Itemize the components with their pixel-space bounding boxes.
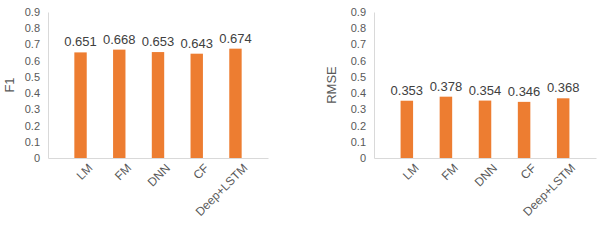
y-tick-label: 0.7 (351, 38, 366, 50)
data-label: 0.353 (391, 83, 424, 98)
bar (440, 97, 453, 158)
x-tick-label: LM (74, 161, 96, 183)
data-label: 0.368 (547, 80, 580, 95)
x-tick-label: FM (112, 161, 134, 183)
y-tick: 0.1 (25, 136, 48, 148)
y-axis: 0 0.1 0.2 0.3 0.4 0.5 0.6 0.7 0.8 0.9 (351, 6, 375, 164)
y-tick: 0 (34, 152, 48, 164)
data-label: 0.346 (508, 84, 541, 99)
y-tick: 0.1 (351, 136, 374, 148)
y-tick: 0 (360, 152, 374, 164)
data-label: 0.643 (180, 36, 213, 51)
data-label: 0.674 (219, 31, 252, 46)
y-tick-label: 0.3 (25, 103, 40, 115)
y-tick: 0.8 (351, 22, 374, 34)
y-tick: 0.7 (351, 38, 374, 50)
y-tick: 0.3 (351, 103, 374, 115)
y-axis: 0 0.1 0.2 0.3 0.4 0.5 0.6 0.7 0.8 0.9 (25, 6, 49, 164)
x-tick: DNN (145, 158, 173, 189)
chart-panel: 0 0.1 0.2 0.3 0.4 0.5 0.6 0.7 0.8 0.9 LM FM DNN CFDee… (351, 6, 597, 219)
x-tick: Deep+LSTM (520, 158, 578, 219)
y-tick: 0.2 (25, 120, 48, 132)
y-tick-label: 0.2 (25, 120, 40, 132)
bar (229, 49, 241, 158)
chart-panel: 0 0.1 0.2 0.3 0.4 0.5 0.6 0.7 0.8 0.9 LM FM DNN CFDee… (25, 6, 269, 219)
bar (152, 52, 164, 158)
y-tick-label: 0.8 (351, 22, 366, 34)
x-tick-label: DNN (472, 161, 500, 189)
x-tick: FM (439, 158, 461, 183)
x-tick-label: LM (400, 161, 422, 183)
x-tick-label: CF (518, 161, 539, 182)
data-label: 0.668 (103, 32, 136, 47)
x-axis: LM FM DNN CFDeep+LSTM (49, 158, 269, 219)
y-tick: 0.6 (351, 55, 374, 67)
bar (479, 101, 492, 158)
data-labels: 0.353 0.378 0.354 0.346 0.368 (391, 79, 580, 99)
figure: 00.10.20.30.40.50.60.70.80.9LMFMDNNCFDee… (0, 0, 600, 232)
x-tick: LM (74, 158, 96, 183)
y-axis-title: RMSE (324, 66, 339, 104)
x-tick: FM (112, 158, 134, 183)
y-tick-label: 0.4 (351, 87, 366, 99)
bar (518, 102, 531, 158)
bars (74, 49, 241, 158)
x-tick: Deep+LSTM (193, 158, 251, 219)
y-tick-label: 0.5 (351, 71, 366, 83)
y-tick: 0.7 (25, 38, 48, 50)
y-tick: 0.4 (25, 87, 48, 99)
y-axis-line (48, 13, 49, 159)
data-labels: 0.651 0.668 0.653 0.643 0.674 (64, 31, 251, 51)
x-tick-label: CF (190, 161, 211, 182)
y-tick: 0.4 (351, 87, 374, 99)
y-tick-label: 0.5 (25, 71, 40, 83)
y-tick: 0.2 (351, 120, 374, 132)
bars (401, 97, 570, 158)
y-tick-label: 0.2 (351, 120, 366, 132)
y-tick-label: 0 (360, 152, 366, 164)
bar (401, 101, 414, 158)
bar (557, 98, 570, 158)
y-tick-label: 0.6 (25, 55, 40, 67)
x-tick: DNN (472, 158, 500, 189)
x-tick-label: FM (439, 161, 461, 183)
bar (113, 50, 125, 158)
y-tick: 0.6 (25, 55, 48, 67)
data-label: 0.653 (142, 34, 175, 49)
y-axis-title: F1 (2, 77, 17, 92)
y-tick: 0.5 (25, 71, 48, 83)
y-tick: 0.3 (25, 103, 48, 115)
y-tick: 0.5 (351, 71, 374, 83)
y-tick: 0.9 (25, 6, 48, 18)
y-tick-label: 0.4 (25, 87, 40, 99)
x-tick: CF (518, 158, 539, 182)
bar (74, 52, 86, 158)
y-tick-label: 0.8 (25, 22, 40, 34)
y-tick-label: 0.6 (351, 55, 366, 67)
y-tick-label: 0.7 (25, 38, 40, 50)
y-tick-label: 0.9 (351, 6, 366, 18)
bar (191, 54, 203, 158)
x-axis-line (49, 158, 269, 159)
x-tick-label: Deep+LSTM (193, 161, 251, 219)
y-tick-label: 0.1 (25, 136, 40, 148)
y-tick-label: 0 (34, 152, 40, 164)
data-label: 0.378 (430, 79, 463, 94)
x-axis-line (375, 158, 597, 159)
x-tick-label: DNN (145, 161, 173, 189)
x-tick: CF (190, 158, 211, 182)
y-tick: 0.8 (25, 22, 48, 34)
y-axis-line (374, 13, 375, 159)
data-label: 0.354 (469, 83, 502, 98)
y-tick-label: 0.9 (25, 6, 40, 18)
x-tick-label: Deep+LSTM (520, 161, 578, 219)
x-tick: LM (400, 158, 422, 183)
y-tick-label: 0.3 (351, 103, 366, 115)
y-tick: 0.9 (351, 6, 374, 18)
y-tick-label: 0.1 (351, 136, 366, 148)
x-axis: LM FM DNN CFDeep+LSTM (375, 158, 597, 219)
data-label: 0.651 (64, 34, 97, 49)
